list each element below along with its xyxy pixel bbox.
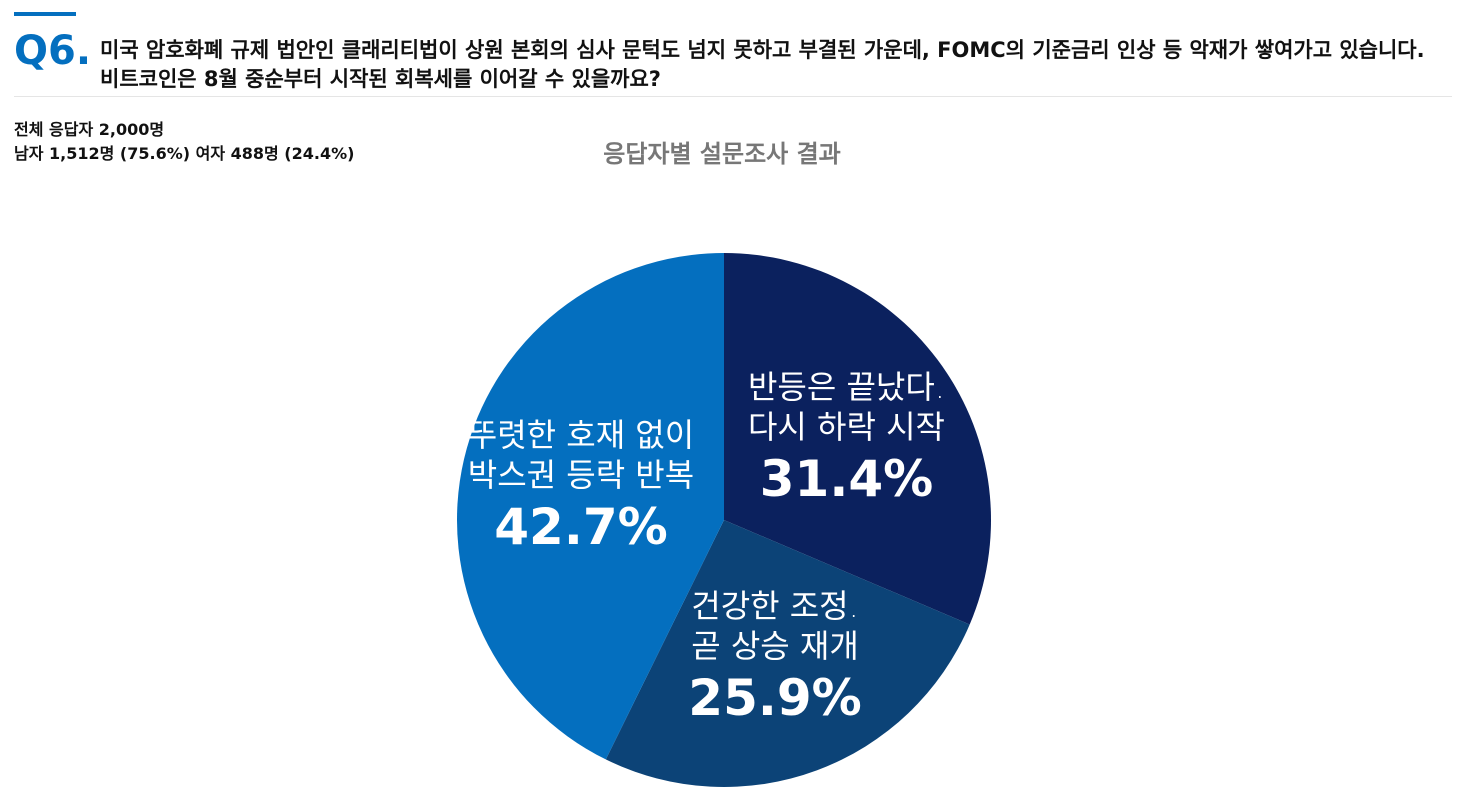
pie-slice	[605, 520, 970, 787]
value-label: 42.7%	[494, 497, 668, 556]
respondents-gender: 남자 1,512명 (75.6%) 여자 488명 (24.4%)	[14, 144, 355, 163]
accent-bar	[14, 12, 76, 16]
category-label: 뚜렷한 호재 없이 박스권 등락 반복	[467, 415, 695, 494]
value-label: 25.9%	[688, 668, 862, 727]
respondents-total: 전체 응답자 2,000명	[14, 120, 165, 139]
question-text: 미국 암호화폐 규제 법안인 클래리티법이 상원 본회의 심사 문턱도 넘지 못…	[100, 38, 1425, 91]
category-label: 반등은 끝났다. 다시 하락 시작	[747, 367, 945, 446]
slice-label: 건강한 조정. 곧 상승 재개 25.9%	[688, 586, 861, 730]
pie-slice	[724, 253, 992, 625]
value-label: 31.4%	[759, 449, 934, 508]
category-label: 건강한 조정. 곧 상승 재개	[691, 586, 859, 665]
slice-label: 반등은 끝났다. 다시 하락 시작 31.4%	[748, 367, 945, 511]
slice-label: 뚜렷한 호재 없이 박스권 등락 반복 42.7%	[468, 415, 694, 559]
chart-title: 응답자별 설문조사 결과	[603, 140, 841, 168]
pie-slice	[457, 253, 724, 760]
question-number: Q6.	[14, 28, 92, 74]
separator	[14, 96, 1452, 97]
